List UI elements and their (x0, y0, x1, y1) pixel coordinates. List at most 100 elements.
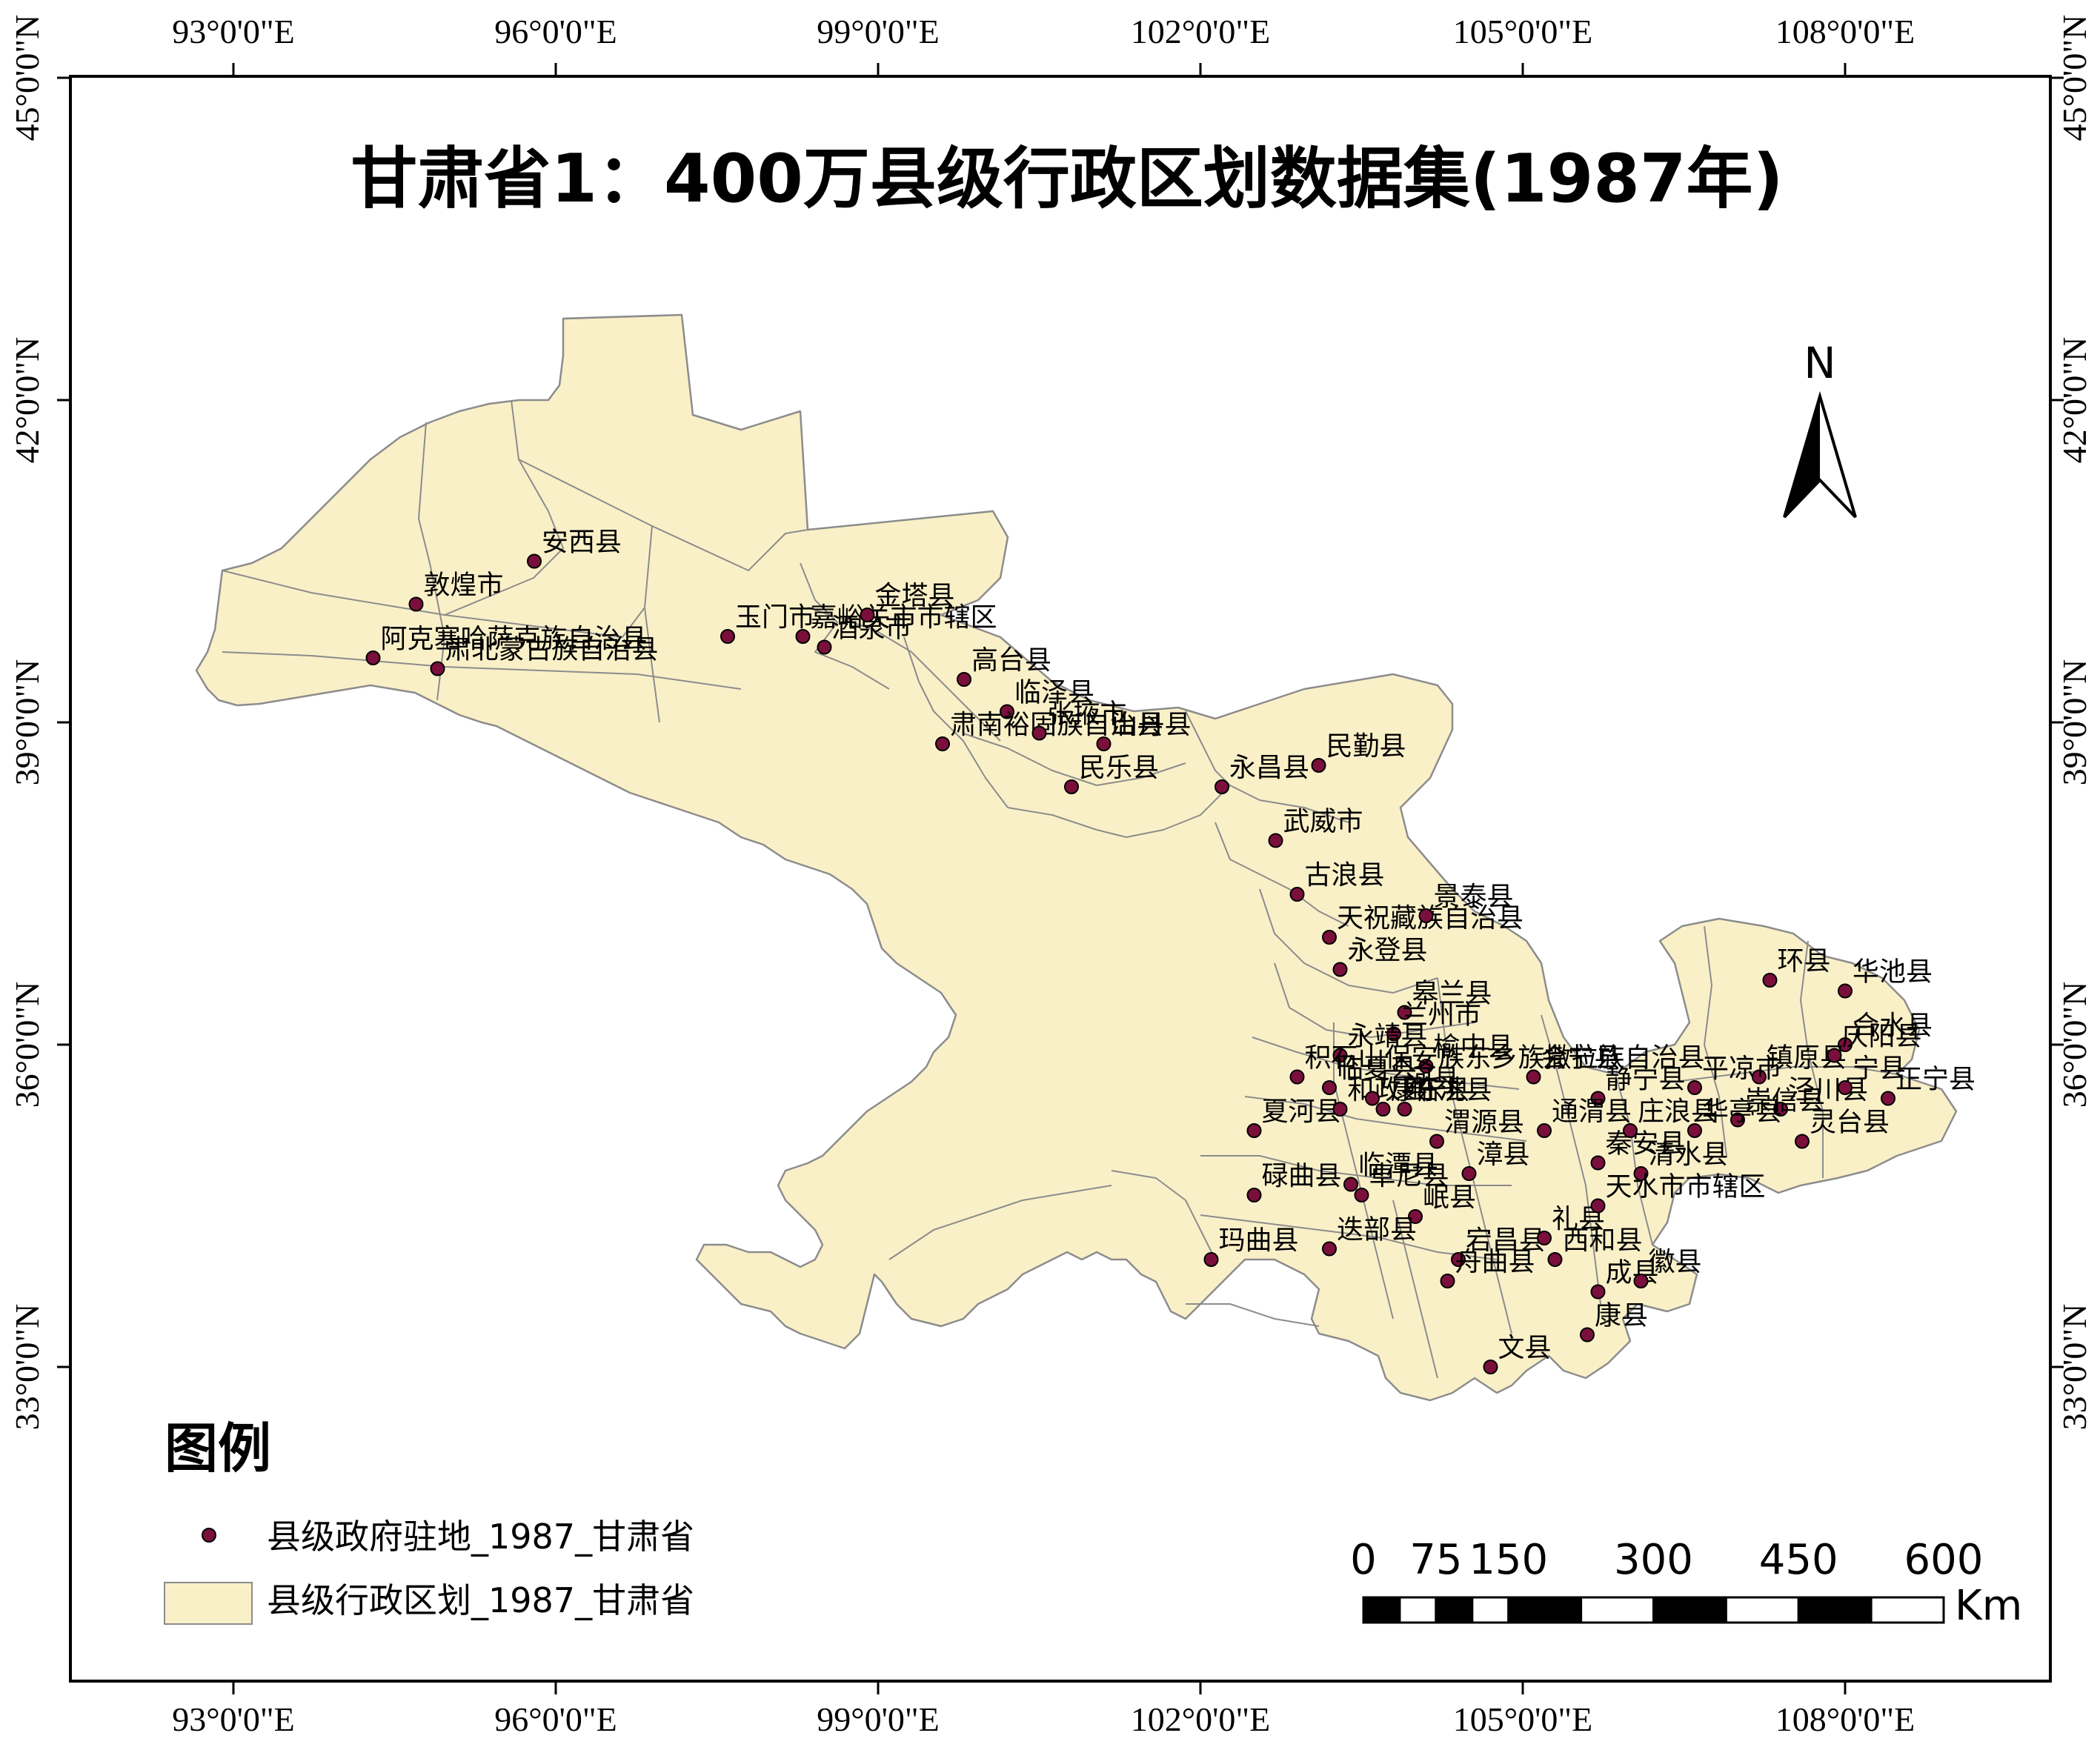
scale-bar-segment (1652, 1596, 1727, 1624)
county-seat-dot[interactable] (1590, 1284, 1606, 1300)
county-seat-label: 康乐县 (1391, 1075, 1471, 1105)
county-seat-dot[interactable] (1311, 758, 1326, 773)
county-seat-dot[interactable] (1580, 1327, 1595, 1343)
scale-bar-label: 150 (1469, 1536, 1548, 1584)
county-seat-dot[interactable] (365, 651, 381, 665)
county-seat-dot[interactable] (1547, 1252, 1563, 1267)
county-seat-dot[interactable] (1838, 1037, 1853, 1052)
county-seat-dot[interactable] (1064, 779, 1079, 794)
county-seat-dot[interactable] (1322, 1241, 1337, 1257)
county-seat-dot[interactable] (1762, 973, 1778, 988)
county-seat-dot[interactable] (1838, 983, 1853, 999)
county-seat-label: 迭部县 (1337, 1215, 1417, 1245)
county-seat-dot[interactable] (1332, 962, 1348, 977)
county-seat-dot[interactable] (795, 629, 811, 644)
county-seat-dot[interactable] (1332, 1048, 1348, 1063)
county-seat-dot[interactable] (1246, 1123, 1262, 1138)
county-seat-dot[interactable] (1633, 1166, 1649, 1181)
county-seat-dot[interactable] (1795, 1134, 1810, 1149)
county-seat-dot[interactable] (1397, 1005, 1412, 1020)
county-seat-dot[interactable] (1451, 1252, 1466, 1267)
county-seat-dot[interactable] (1623, 1123, 1638, 1138)
county-boundary-line (222, 570, 645, 638)
county-seat-dot[interactable] (1838, 1080, 1853, 1095)
county-seat-dot[interactable] (1354, 1188, 1369, 1202)
county-seat-dot[interactable] (1246, 1188, 1262, 1202)
county-seat-dot[interactable] (1408, 1209, 1423, 1224)
county-seat-label: 环县 (1778, 946, 1831, 977)
county-seat-dot[interactable] (1031, 725, 1047, 741)
county-seat-dot[interactable] (1827, 1048, 1842, 1063)
county-seat-dot[interactable] (957, 672, 971, 687)
county-seat-dot[interactable] (720, 629, 735, 644)
county-seat-label: 华池县 (1853, 957, 1933, 988)
county-seat-dot[interactable] (1365, 1091, 1380, 1106)
county-seat-label: 舟曲县 (1455, 1247, 1535, 1277)
county-seat-dot[interactable] (1096, 736, 1112, 751)
county-seat-label: 积石山保安族东乡族撒拉族自治县 (1305, 1043, 1705, 1074)
county-seat-dot[interactable] (1730, 1112, 1745, 1128)
county-seat-dot[interactable] (1773, 1102, 1788, 1117)
county-seat-dot[interactable] (1215, 779, 1229, 794)
county-seat-dot[interactable] (1881, 1091, 1895, 1106)
county-seat-dot[interactable] (1752, 1069, 1767, 1085)
county-seat-label: 景泰县 (1434, 882, 1514, 912)
county-seat-dot[interactable] (1343, 1177, 1358, 1192)
county-seat-dot[interactable] (1590, 1155, 1606, 1171)
county-seat-dot[interactable] (1418, 1059, 1434, 1074)
county-seat-dot[interactable] (1687, 1123, 1702, 1138)
county-seat-dot[interactable] (1429, 1134, 1444, 1149)
lat-label-right: 45°0'0"N (2056, 15, 2093, 142)
lon-label-bottom: 102°0'0"E (1131, 1700, 1271, 1738)
county-seat-dot[interactable] (430, 661, 445, 676)
county-seat-label: 泾川县 (1788, 1075, 1868, 1105)
county-seat-dot[interactable] (1386, 1026, 1401, 1042)
north-arrow-shade (1784, 396, 1820, 517)
county-seat-dot[interactable] (1537, 1231, 1552, 1245)
county-seat-dot[interactable] (408, 596, 424, 612)
county-seat-dot[interactable] (935, 736, 950, 751)
county-seat-dot[interactable] (1322, 930, 1337, 945)
legend: 图例 县级政府驻地_1987_甘肃省 县级行政区划_1987_甘肃省 (164, 1417, 694, 1625)
county-boundary-line (888, 1185, 1112, 1260)
scale-bar-label: 75 (1409, 1536, 1462, 1584)
county-seat-dot[interactable] (1483, 1360, 1498, 1374)
county-boundary-line (1244, 1096, 1527, 1142)
county-seat-label: 碌曲县 (1262, 1161, 1342, 1191)
county-seat-label: 张掖市 (1047, 699, 1127, 730)
county-seat-dot[interactable] (1633, 1274, 1649, 1288)
county-seat-dot[interactable] (1203, 1252, 1219, 1267)
county-seat-label: 临泽县 (1014, 678, 1094, 708)
county-seat-dot[interactable] (1375, 1102, 1391, 1117)
county-seat-dot[interactable] (1418, 908, 1434, 923)
county-seat-dot[interactable] (860, 608, 875, 622)
county-seat-label: 永登县 (1348, 936, 1428, 966)
scale-bar-segment (1797, 1596, 1873, 1624)
county-seat-dot[interactable] (527, 553, 542, 569)
county-boundary-line (1333, 1022, 1394, 1320)
county-seat-dot[interactable] (1590, 1091, 1606, 1106)
lat-label-left: 39°0'0"N (8, 659, 46, 786)
county-seat-dot[interactable] (1590, 1198, 1606, 1214)
county-seat-dot[interactable] (1440, 1274, 1455, 1288)
scale-bar-segment (1724, 1596, 1800, 1624)
county-seat-dot[interactable] (1000, 704, 1014, 719)
county-seat-label: 山丹县 (1112, 710, 1192, 740)
county-boundary-line (1615, 1074, 1653, 1245)
county-seat-dot[interactable] (1526, 1069, 1541, 1085)
county-seat-dot[interactable] (1397, 1102, 1412, 1117)
county-seat-label: 高台县 (971, 645, 1051, 676)
county-seat-dot[interactable] (1289, 887, 1305, 902)
county-seat-dot[interactable] (1687, 1080, 1702, 1095)
county-seat-dot[interactable] (1332, 1102, 1348, 1117)
county-seat-dot[interactable] (1289, 1069, 1305, 1085)
lat-label-right: 39°0'0"N (2056, 659, 2093, 786)
county-seat-dot[interactable] (1322, 1080, 1337, 1095)
county-seat-dot[interactable] (1461, 1166, 1477, 1181)
county-seat-dot[interactable] (817, 639, 832, 655)
lon-label-bottom: 108°0'0"E (1775, 1700, 1915, 1738)
county-seat-dot[interactable] (1268, 833, 1283, 848)
county-seat-dot[interactable] (1537, 1123, 1552, 1138)
county-seat-label: 徽县 (1649, 1247, 1702, 1277)
scale-bar-label: 300 (1614, 1536, 1693, 1584)
